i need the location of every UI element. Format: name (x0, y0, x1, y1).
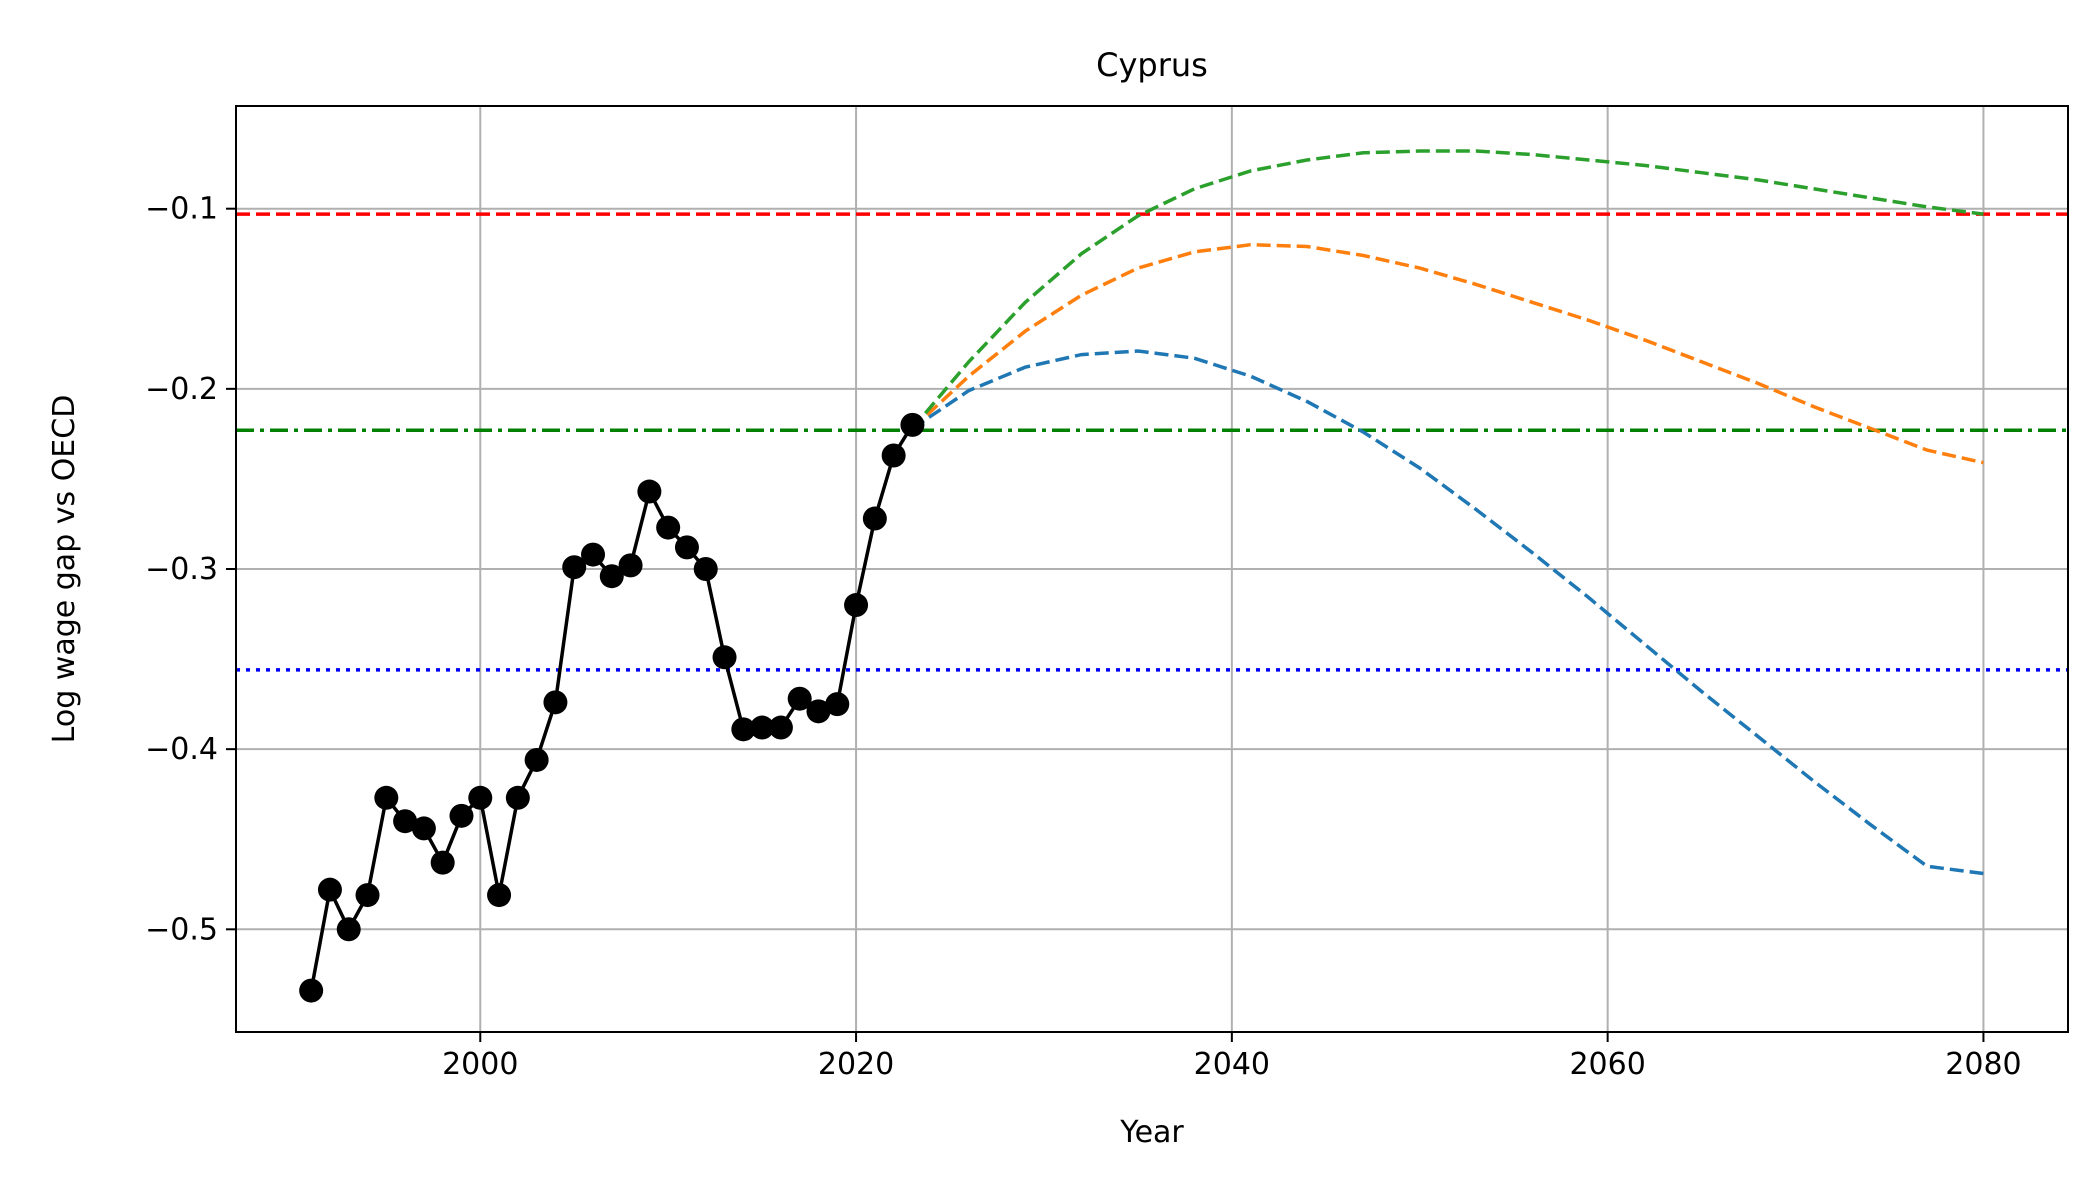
historical-point (712, 645, 737, 670)
historical-point (317, 877, 342, 902)
historical-point (731, 717, 756, 742)
historical-point (393, 809, 418, 834)
projection-line (911, 242, 1984, 465)
y-axis-label: Log wage gap vs OECD (47, 395, 82, 744)
historical-point (299, 978, 324, 1003)
historical-point (562, 555, 587, 580)
historical-point (844, 593, 869, 618)
historical-point (355, 883, 380, 908)
reference-lines (236, 212, 2068, 672)
x-tick-label: 2080 (1945, 1047, 2021, 1082)
x-tick-label: 2040 (1194, 1047, 1270, 1082)
historical-point (806, 699, 831, 724)
historical-point (487, 883, 512, 908)
historical-point (374, 785, 399, 810)
x-tick-label: 2020 (818, 1047, 894, 1082)
historical-point (581, 542, 606, 567)
y-tick-label: −0.3 (145, 552, 218, 587)
historical-point (881, 443, 906, 468)
historical-point (900, 412, 925, 437)
chart-title: Cyprus (1096, 46, 1208, 84)
projection-series (911, 149, 1984, 876)
historical-point (411, 816, 436, 841)
historical-point (656, 515, 681, 540)
x-axis-label: Year (1119, 1115, 1184, 1150)
historical-point (449, 803, 474, 828)
historical-point (637, 479, 662, 504)
projection-line (911, 149, 1984, 430)
historical-point (524, 747, 549, 772)
axis-ticks: 2000 2020 2040 2060 2080 −0.1 −0.2 −0.3 −0.4 −0.5 (145, 192, 2021, 1082)
y-tick-label: −0.5 (145, 912, 218, 947)
x-tick-label: 2000 (442, 1047, 518, 1082)
historical-point (468, 785, 493, 810)
y-tick-label: −0.4 (145, 732, 218, 767)
historical-series (299, 412, 925, 1003)
x-tick-label: 2060 (1569, 1047, 1645, 1082)
historical-point (768, 715, 793, 740)
historical-point (543, 690, 568, 715)
historical-point (825, 692, 850, 717)
historical-point (750, 715, 775, 740)
historical-point (505, 785, 530, 810)
projection-line (911, 349, 1984, 876)
historical-point (618, 553, 643, 578)
y-tick-label: −0.2 (145, 372, 218, 407)
historical-point (430, 850, 455, 875)
historical-point (862, 506, 887, 531)
y-tick-label: −0.1 (145, 192, 218, 227)
historical-point (599, 564, 624, 589)
historical-point (693, 557, 718, 581)
historical-point (787, 686, 812, 711)
historical-point (674, 535, 699, 560)
historical-point (336, 917, 361, 942)
